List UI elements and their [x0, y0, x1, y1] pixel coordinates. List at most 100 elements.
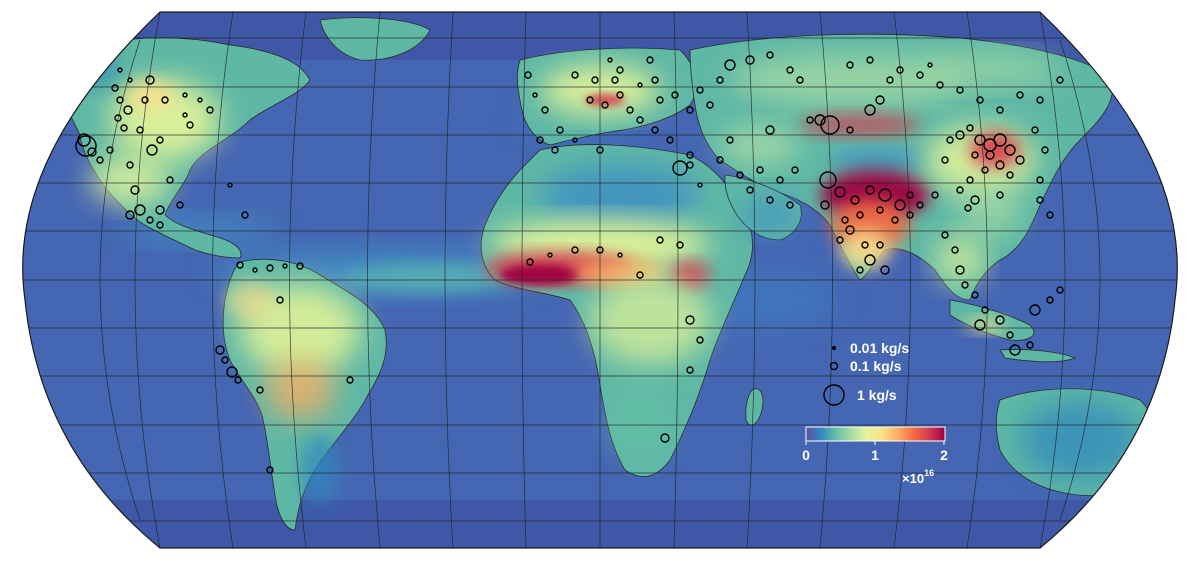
legend-label-medium: 0.1 kg/s — [850, 358, 902, 374]
emission-source-89 — [886, 76, 894, 84]
emission-source-77 — [607, 57, 613, 63]
emission-source-68 — [796, 76, 804, 84]
emission-source-69 — [536, 136, 544, 144]
emission-source-135 — [861, 241, 869, 249]
emission-source-95 — [996, 106, 1004, 114]
emission-source-62 — [706, 101, 714, 109]
emission-source-38 — [296, 262, 304, 270]
emission-source-143 — [880, 265, 890, 275]
emission-source-29 — [155, 205, 165, 215]
emission-source-6 — [123, 105, 133, 115]
emission-source-181 — [1009, 344, 1021, 356]
colorbar-tick-2: 2 — [940, 447, 948, 463]
emission-source-159 — [981, 166, 989, 174]
emission-source-131 — [894, 199, 906, 211]
emission-source-22 — [186, 121, 194, 129]
emission-source-107 — [736, 171, 744, 179]
emission-source-64 — [724, 59, 736, 71]
emission-source-137 — [876, 241, 884, 249]
emission-source-130 — [878, 188, 892, 202]
emission-source-12 — [111, 84, 119, 92]
emission-source-148 — [955, 130, 965, 140]
emission-source-172 — [941, 231, 949, 239]
emission-source-105 — [686, 161, 694, 169]
colorbar-tick-1: 1 — [871, 447, 879, 463]
emission-source-92 — [936, 81, 944, 89]
emission-source-52 — [586, 96, 594, 104]
emission-source-88 — [875, 95, 885, 105]
emission-source-35 — [252, 267, 258, 273]
emission-source-154 — [1015, 155, 1025, 165]
emission-source-101 — [927, 62, 933, 68]
emission-source-136 — [864, 254, 876, 266]
emission-source-182 — [974, 319, 986, 331]
emission-source-150 — [974, 134, 986, 146]
colorbar-gradient — [805, 426, 946, 442]
emission-source-30 — [117, 67, 123, 73]
emission-source-36 — [266, 264, 274, 272]
emission-source-5 — [114, 114, 122, 122]
emission-source-183 — [1029, 304, 1041, 316]
emission-source-184 — [1046, 296, 1054, 304]
emission-source-104 — [672, 160, 688, 176]
emission-source-31 — [127, 77, 133, 83]
emission-source-178 — [995, 315, 1005, 325]
graticule — [22, 12, 1178, 548]
legend-circle-small — [831, 345, 837, 351]
emission-source-42 — [234, 376, 242, 384]
colorbar: 0 1 2 ×1016 — [802, 426, 948, 486]
emission-source-157 — [995, 160, 1005, 170]
emission-source-165 — [1041, 146, 1049, 154]
emission-source-54 — [616, 91, 624, 99]
madagascar — [745, 388, 764, 426]
emission-source-129 — [865, 185, 875, 195]
emission-source-153 — [1004, 144, 1016, 156]
emission-source-79 — [591, 76, 599, 84]
emission-source-138 — [836, 236, 844, 244]
emission-source-163 — [996, 191, 1004, 199]
emission-source-171 — [1046, 211, 1054, 219]
emission-source-87 — [864, 104, 876, 116]
emission-source-59 — [671, 91, 679, 99]
emission-source-85 — [765, 125, 775, 135]
emission-source-51 — [572, 137, 578, 143]
emission-source-3 — [96, 156, 104, 164]
emission-source-145 — [916, 201, 924, 209]
emission-source-50 — [556, 126, 564, 134]
emission-source-14 — [126, 161, 134, 169]
emission-source-63 — [716, 76, 724, 84]
emission-source-152 — [993, 133, 1007, 147]
emission-source-128 — [850, 195, 860, 205]
emission-source-67 — [786, 66, 794, 74]
emission-source-47 — [524, 71, 532, 79]
size-legend: 0.01 kg/s 0.1 kg/s 1 kg/s — [823, 340, 909, 406]
emission-source-9 — [146, 144, 158, 156]
emission-source-96 — [1016, 91, 1024, 99]
emission-source-1 — [77, 133, 91, 147]
emission-source-66 — [766, 51, 774, 59]
emission-source-116 — [571, 246, 579, 254]
emission-source-161 — [956, 186, 964, 194]
emission-source-158 — [1006, 171, 1014, 179]
emission-source-112 — [716, 156, 724, 164]
emission-source-37 — [282, 263, 288, 269]
emission-source-82 — [814, 114, 826, 126]
emission-source-32 — [161, 96, 169, 104]
emission-source-34 — [236, 261, 244, 269]
emission-source-118 — [617, 252, 623, 258]
emission-source-4 — [106, 146, 114, 154]
emission-source-24 — [206, 106, 214, 114]
emission-source-21 — [182, 112, 188, 118]
emission-source-20 — [166, 176, 174, 184]
greenland — [319, 17, 431, 61]
emission-source-132 — [906, 191, 914, 199]
emission-source-117 — [596, 246, 604, 254]
emission-source-120 — [676, 241, 684, 249]
emission-source-179 — [1006, 331, 1014, 339]
emission-source-44 — [266, 466, 274, 474]
emission-source-167 — [946, 136, 954, 144]
emission-sources — [75, 51, 1155, 474]
emission-source-39 — [215, 345, 225, 355]
emission-source-78 — [571, 71, 579, 79]
emission-source-86 — [846, 126, 854, 134]
